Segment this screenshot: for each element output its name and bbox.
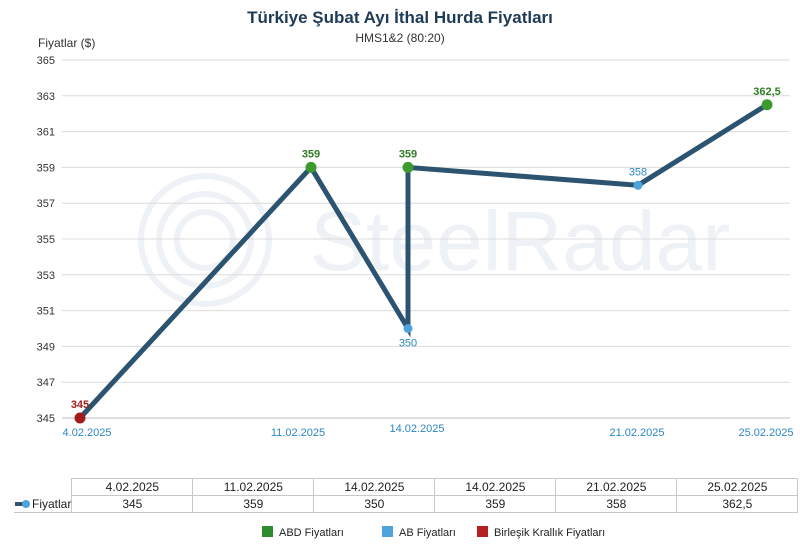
y-tick-label: 357 xyxy=(37,198,55,210)
data-table: 4.02.2025 11.02.2025 14.02.2025 14.02.20… xyxy=(14,478,799,513)
legend-swatch xyxy=(262,526,273,537)
table-cell: 350 xyxy=(313,495,436,513)
x-tick-label: 25.02.2025 xyxy=(738,427,793,439)
table-cell: 359 xyxy=(192,495,315,513)
series-line xyxy=(77,102,770,421)
y-tick-label: 349 xyxy=(37,341,55,353)
table-cell: 345 xyxy=(71,495,194,513)
y-tick-label: 347 xyxy=(37,377,55,389)
data-label: 362,5 xyxy=(753,86,781,98)
table-header-cell: 11.02.2025 xyxy=(192,478,315,496)
table-row-label: Fiyatlar xyxy=(14,495,73,513)
series-line-key-icon xyxy=(15,499,30,508)
data-point xyxy=(74,412,86,424)
y-axis-ticks: 345 347 349 351 353 355 357 359 361 363 365 xyxy=(37,55,55,425)
table-corner xyxy=(14,479,72,496)
series-points xyxy=(74,99,773,424)
legend-item-abd: ABD Fiyatları xyxy=(262,526,344,539)
legend-label: AB Fiyatları xyxy=(399,527,456,539)
data-point xyxy=(633,180,643,190)
x-tick-label: 21.02.2025 xyxy=(609,427,664,439)
table-cell: 359 xyxy=(434,495,557,513)
legend-item-ab: AB Fiyatları xyxy=(382,526,456,539)
y-tick-label: 361 xyxy=(37,127,55,139)
chart-title: Türkiye Şubat Ayı İthal Hurda Fiyatları xyxy=(247,8,553,27)
data-point xyxy=(305,161,317,173)
x-tick-label: 4.02.2025 xyxy=(63,427,112,439)
data-label: 345 xyxy=(71,399,89,411)
data-point xyxy=(761,99,773,111)
data-label: 350 xyxy=(399,338,417,350)
y-axis-label: Fiyatlar ($) xyxy=(38,36,96,50)
x-tick-label: 11.02.2025 xyxy=(271,427,325,439)
x-tick-label: 14.02.2025 xyxy=(389,423,444,435)
gridlines xyxy=(62,59,790,419)
y-tick-label: 345 xyxy=(37,413,55,425)
y-tick-label: 355 xyxy=(37,234,55,246)
y-tick-label: 351 xyxy=(37,306,55,318)
plot-area: 345 347 349 351 353 355 357 359 361 363 365 4.02.2… xyxy=(37,55,794,439)
table-row-label-text: Fiyatlar xyxy=(32,496,72,511)
table-header-cell: 21.02.2025 xyxy=(555,478,678,496)
y-tick-label: 359 xyxy=(37,162,55,174)
legend-swatch xyxy=(477,526,488,537)
legend-label: ABD Fiyatları xyxy=(279,527,344,539)
legend: ABD Fiyatları AB Fiyatları Birleşik Kral… xyxy=(0,526,800,540)
data-labels: 345 359 350 359 358 362,5 xyxy=(71,86,781,411)
table-row: Fiyatlar 345 359 350 359 358 362,5 xyxy=(14,495,799,513)
data-label: 358 xyxy=(629,166,647,178)
table-cell: 362,5 xyxy=(676,495,799,513)
table-header-cell: 14.02.2025 xyxy=(434,478,557,496)
data-point xyxy=(403,324,413,333)
data-point xyxy=(402,161,414,173)
legend-swatch xyxy=(382,526,393,537)
y-tick-label: 365 xyxy=(37,55,55,67)
data-label: 359 xyxy=(399,148,417,160)
legend-label: Birleşik Krallık Fiyatları xyxy=(494,527,606,539)
x-axis-ticks: 4.02.2025 11.02.2025 14.02.2025 21.02.2025 2… xyxy=(63,423,794,439)
y-tick-label: 363 xyxy=(37,91,55,103)
chart-subtitle: HMS1&2 (80:20) xyxy=(355,31,445,45)
legend-item-uk: Birleşik Krallık Fiyatları xyxy=(477,526,605,539)
table-header-cell: 4.02.2025 xyxy=(71,478,194,496)
y-tick-label: 353 xyxy=(37,270,55,282)
table-header-cell: 25.02.2025 xyxy=(676,478,799,496)
table-header-row: 4.02.2025 11.02.2025 14.02.2025 14.02.20… xyxy=(14,478,799,496)
table-cell: 358 xyxy=(555,495,678,513)
series-line-path xyxy=(77,102,770,421)
table-header-cell: 14.02.2025 xyxy=(313,478,436,496)
data-label: 359 xyxy=(302,148,320,160)
